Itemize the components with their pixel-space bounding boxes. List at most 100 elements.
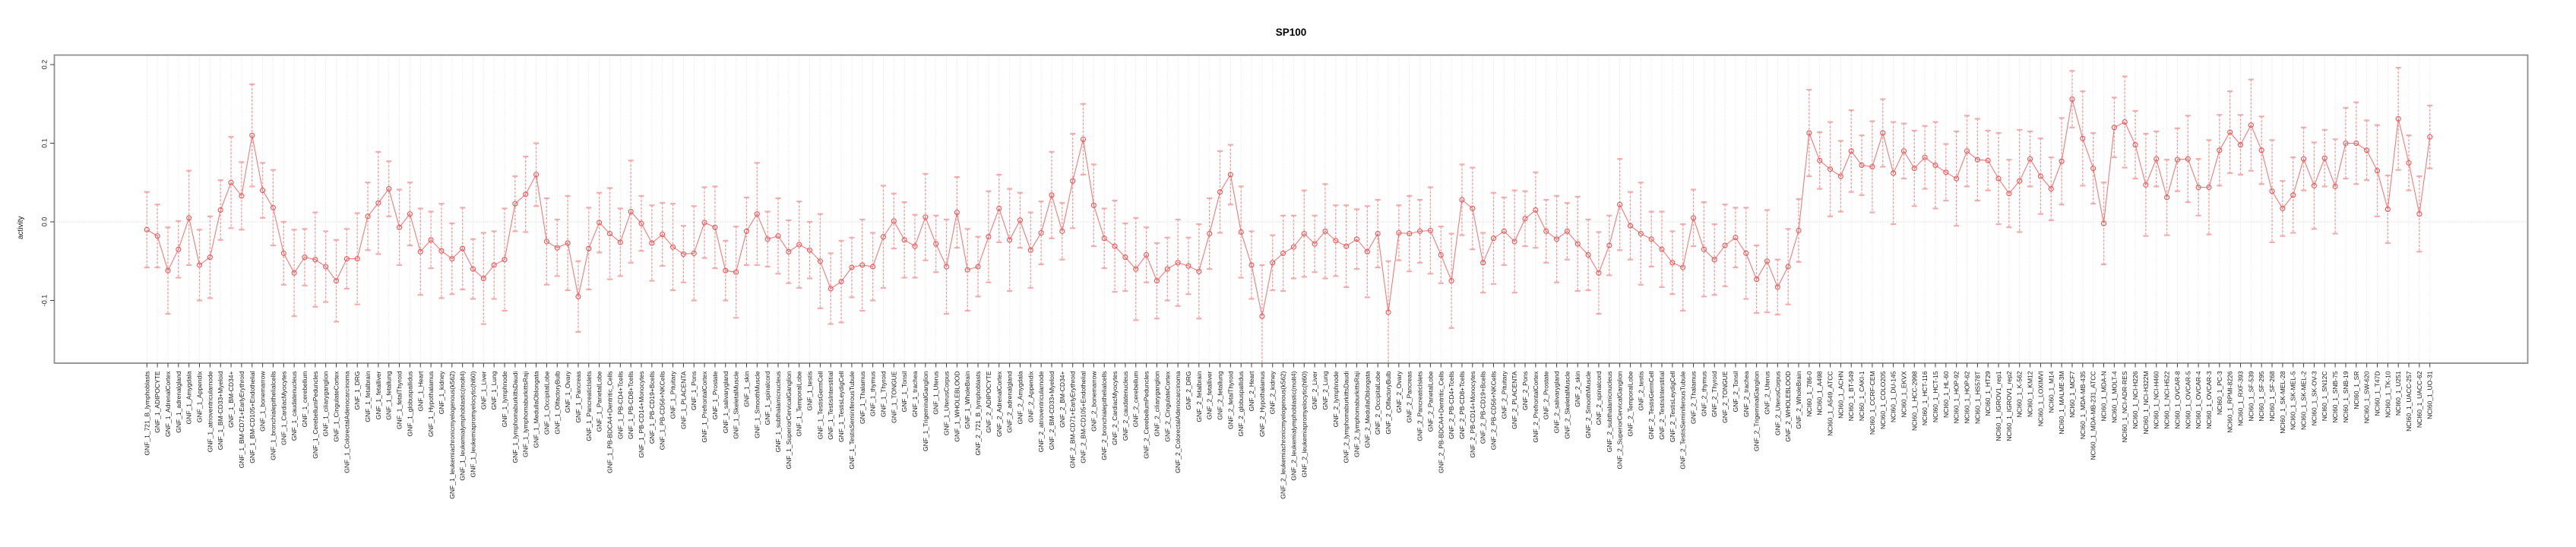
data-point	[2174, 157, 2180, 163]
chart-title: SP100	[1275, 27, 1307, 38]
x-tick-label: NCI60_1_NCI-H322M	[2142, 372, 2150, 435]
data-point	[838, 279, 844, 285]
data-point	[386, 185, 392, 192]
data-point	[1259, 313, 1265, 319]
data-point	[1438, 251, 1444, 258]
x-tick-label: GNF_2_PB-CD8+Tcells	[1458, 372, 1466, 440]
data-point	[1333, 238, 1339, 244]
data-point	[323, 264, 329, 270]
data-point	[2311, 182, 2317, 188]
x-tick-label: GNF_1_BM-CD71+EarlyErythroid	[238, 371, 245, 468]
data-point	[1480, 260, 1486, 266]
x-tick-label: NCI60_1_SN12C	[2321, 372, 2328, 422]
x-tick-label: NCI60_1_UACC-257	[2405, 371, 2413, 432]
x-tick-label: GNF_2_UterusCorpus	[1774, 372, 1781, 436]
data-point	[502, 257, 508, 263]
data-point	[449, 256, 455, 262]
x-tick-label: GNF_2_PB-CD56+NKCells	[1489, 371, 1497, 450]
data-point	[1743, 250, 1749, 256]
x-tick-label: GNF_1_atrioventricularnode	[206, 371, 214, 452]
data-point	[764, 236, 771, 242]
data-point	[186, 215, 192, 221]
data-point	[470, 266, 476, 272]
data-point	[1627, 223, 1634, 229]
x-tick-label: GNF_2_globuspallidus	[1237, 372, 1245, 437]
data-point	[712, 224, 718, 230]
data-point	[460, 245, 466, 251]
x-tick-label: GNF_2_CerebellumPeduncles	[1143, 372, 1150, 459]
data-point	[2395, 115, 2401, 122]
x-tick-label: GNF_2_lymphomaburkittsRaji	[1353, 371, 1360, 457]
data-point	[859, 262, 866, 268]
x-tick-label: NCI60_1_SNB-75	[2331, 371, 2339, 422]
data-point	[2385, 206, 2391, 212]
data-point	[438, 248, 445, 254]
data-point	[1785, 264, 1791, 270]
x-tick-label: GNF_2_SuperiorCervicalGanglion	[1616, 371, 1624, 469]
data-point	[1796, 227, 1802, 233]
x-tick-label: NCI60_1_SK-MEL-28	[2279, 371, 2286, 433]
x-tick-label: GNF_2_BM-CD34+	[1059, 371, 1066, 427]
data-point	[1427, 227, 1433, 233]
data-point	[2100, 220, 2107, 226]
x-tick-label: GNF_1_TestisInterstitial	[827, 371, 834, 439]
x-tick-label: NCI60_1_ACHN	[1837, 372, 1844, 419]
x-tick-label: GNF_2_adrenalgland	[1006, 371, 1014, 433]
data-point	[165, 267, 171, 274]
data-point	[144, 226, 150, 232]
data-point	[2353, 140, 2359, 147]
x-tick-label: GNF_1_kidney	[438, 371, 445, 414]
x-tick-label: GNF_2_DRG	[1185, 372, 1192, 410]
data-points	[144, 96, 2433, 319]
data-point	[2332, 183, 2338, 189]
data-point	[2069, 96, 2075, 103]
x-tick-label: GNF_2_Lung	[1321, 371, 1329, 409]
x-tick-label: GNF_2_TrigeminalGanglion	[1753, 371, 1761, 451]
data-point	[901, 237, 907, 243]
x-tick-label: GNF_1_BM-CD105+Endothelial	[248, 371, 256, 463]
x-tick-label: NCI60_1_OVCAR-8	[2173, 371, 2181, 428]
x-tick-label: GNF_1_ADIPOCYTE	[153, 371, 161, 433]
x-tick-label: GNF_1_globuspallidus	[406, 372, 413, 437]
x-tick-label: GNF_2_CardiacMyocytes	[1111, 372, 1119, 445]
x-tick-label: GNF_2_skin	[1574, 371, 1581, 407]
data-point	[617, 239, 623, 245]
data-point	[1680, 264, 1686, 270]
data-point	[1596, 270, 1602, 276]
x-tick-label: GNF_1_fetallung	[385, 371, 393, 420]
x-tick-label: GNF_2_BM-CD71+EarlyErythroid	[1069, 371, 1077, 468]
data-point	[2416, 211, 2423, 217]
x-tick-label: GNF_2_spinalcord	[1595, 371, 1603, 425]
data-point	[302, 255, 308, 261]
data-point	[1733, 235, 1739, 241]
data-point	[1701, 246, 1707, 252]
data-point	[733, 269, 739, 275]
x-tick-label: GNF_1_PLACENTA	[679, 371, 687, 429]
x-tick-label: GNF_2_leukemialymphoblastic(molt4)	[1290, 371, 1297, 480]
x-tick-label: GNF_2_Uterus	[1763, 372, 1771, 415]
x-tick-label: GNF_1_fetalThyroid	[396, 371, 403, 429]
data-point	[754, 211, 760, 217]
data-point	[691, 250, 697, 256]
x-tick-label: NCI60_1_HOP-62	[1964, 371, 1971, 423]
x-tick-label: GNF_1_Amygdala	[185, 371, 193, 424]
data-point	[1038, 229, 1044, 236]
data-point	[1196, 268, 1202, 274]
data-point	[964, 267, 970, 273]
x-tick-label: GNF_1_fetalliver	[375, 371, 382, 419]
data-point	[2080, 135, 2086, 141]
data-point	[723, 267, 729, 274]
data-point	[2206, 184, 2212, 191]
x-tick-label: NCI60_1_COLO205	[1879, 371, 1887, 429]
series-line	[147, 99, 2431, 317]
x-tick-label: NCI60_1_SW-620	[2363, 371, 2371, 423]
data-point	[649, 240, 655, 246]
data-point	[1417, 228, 1423, 234]
data-point	[1312, 241, 1318, 247]
x-tick-label: NCI60_1_BT-549	[1847, 371, 1855, 421]
data-point	[996, 205, 1002, 211]
data-point	[1891, 170, 1897, 176]
x-tick-label: GNF_1_ColorectalAdenocarcinoma	[343, 371, 350, 473]
x-tick-label: GNF_1_UterusCorpus	[943, 372, 951, 436]
